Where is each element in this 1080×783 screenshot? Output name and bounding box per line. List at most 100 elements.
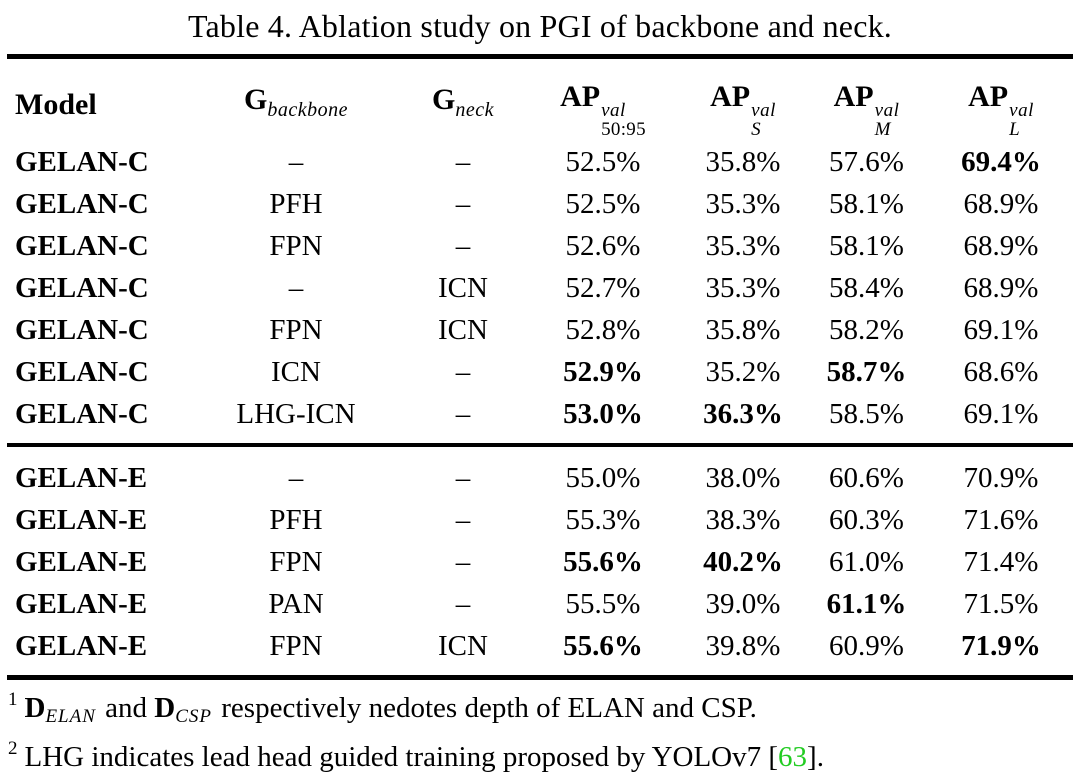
cell-ap-l: 68.6% [963, 356, 1039, 388]
cell-g-neck: ICN [438, 314, 488, 346]
cell-ap-s: 35.2% [705, 356, 781, 388]
cell-g-backbone: – [288, 272, 304, 304]
footnote-1: 1 DELAN and DCSP respectively nedotes dep… [8, 689, 757, 727]
cell-g-neck: ICN [438, 272, 488, 304]
cell-ap-m: 58.4% [829, 272, 904, 304]
table-header-row: Model Gbackbone Gneck AP val 50:95 AP val S … [7, 59, 1073, 139]
cell-ap-m: 58.2% [829, 314, 904, 346]
cell-ap-l: 69.1% [963, 314, 1039, 346]
math-d-csp: D [154, 692, 176, 724]
footnote-1-text: respectively nedotes depth of ELAN and C… [214, 692, 757, 724]
cell-ap-m: 58.1% [829, 230, 904, 262]
cell-model: GELAN-C [15, 272, 149, 304]
cell-g-neck: – [455, 504, 471, 536]
cell-ap-50-95: 55.0% [565, 462, 641, 494]
cell-g-neck: – [455, 356, 471, 388]
cell-ap-50-95: 52.5% [565, 188, 641, 220]
cell-ap-m: 58.7% [826, 356, 907, 388]
cell-g-neck: – [455, 546, 471, 578]
cell-ap-l: 68.9% [963, 272, 1039, 304]
cell-ap-l: 70.9% [963, 462, 1039, 494]
table-row: GELAN-C – ICN 52.7% 35.3% 58.4% 68.9% [7, 267, 1073, 309]
table-row: GELAN-E PAN – 55.5% 39.0% 61.1% 71.5% [7, 583, 1073, 625]
cell-ap-50-95: 55.3% [565, 504, 641, 536]
cell-ap-50-95: 55.6% [563, 630, 643, 662]
cell-model: GELAN-C [15, 356, 149, 388]
col-header-g-neck: Gneck [432, 83, 494, 121]
col-header-ap-m: AP val M [833, 80, 900, 140]
cell-model: GELAN-E [15, 546, 148, 578]
cell-g-neck: – [455, 188, 471, 220]
cell-model: GELAN-E [15, 588, 148, 620]
cell-ap-l: 71.6% [963, 504, 1039, 536]
cell-ap-m: 61.1% [826, 588, 907, 620]
cell-ap-s: 38.0% [705, 462, 781, 494]
ablation-table: Model Gbackbone Gneck AP val 50:95 AP val S … [0, 59, 1080, 443]
cell-g-backbone: FPN [269, 230, 323, 262]
table-row: GELAN-C ICN – 52.9% 35.2% 58.7% 68.6% [7, 351, 1073, 393]
cell-g-backbone: FPN [269, 314, 323, 346]
top-rule [7, 54, 1073, 59]
cell-g-backbone: FPN [269, 546, 323, 578]
cell-ap-50-95: 52.8% [565, 314, 641, 346]
cell-model: GELAN-E [15, 462, 148, 494]
cell-ap-l: 71.4% [963, 546, 1039, 578]
footnote-2: 2 LHG indicates lead head guided training… [8, 738, 824, 773]
cell-ap-l: 68.9% [963, 188, 1039, 220]
cell-ap-s: 35.8% [705, 314, 781, 346]
cell-g-neck: ICN [438, 630, 488, 662]
cell-model: GELAN-C [15, 398, 149, 430]
cell-ap-s: 35.3% [705, 272, 781, 304]
cell-g-neck: – [455, 398, 471, 430]
footnote-1-marker: 1 [8, 689, 18, 710]
cell-g-neck: – [455, 230, 471, 262]
cell-ap-50-95: 55.6% [563, 546, 643, 578]
cell-g-neck: – [455, 462, 471, 494]
cell-ap-l: 68.9% [963, 230, 1039, 262]
section-gelan-c: GELAN-C – – 52.5% 35.8% 57.6% 69.4% GELA… [7, 139, 1073, 443]
footnote-2-text: LHG indicates lead head guided training … [24, 741, 779, 773]
cell-model: GELAN-C [15, 188, 149, 220]
cell-ap-s: 39.0% [705, 588, 781, 620]
cell-model: GELAN-C [15, 146, 149, 178]
cell-model: GELAN-E [15, 630, 148, 662]
cell-g-backbone: – [288, 462, 304, 494]
cell-ap-50-95: 52.6% [565, 230, 641, 262]
cell-g-backbone: PFH [269, 504, 323, 536]
citation-link-63[interactable]: 63 [778, 741, 808, 773]
cell-ap-m: 61.0% [829, 546, 904, 578]
cell-g-neck: – [455, 588, 471, 620]
table-row: GELAN-E – – 55.0% 38.0% 60.6% 70.9% [7, 457, 1073, 499]
footnotes: 1 DELAN and DCSP respectively nedotes dep… [0, 680, 1080, 777]
cell-ap-s: 35.3% [705, 230, 781, 262]
table-row: GELAN-C LHG-ICN – 53.0% 36.3% 58.5% 69.1… [7, 393, 1073, 435]
cell-ap-50-95: 52.7% [565, 272, 641, 304]
cell-ap-50-95: 55.5% [565, 588, 641, 620]
footnote-2-marker: 2 [8, 738, 18, 759]
cell-ap-s: 38.3% [705, 504, 781, 536]
cell-g-backbone: – [288, 146, 304, 178]
cell-ap-l: 69.1% [963, 398, 1039, 430]
cell-ap-s: 35.3% [705, 188, 781, 220]
cell-ap-50-95: 53.0% [563, 398, 643, 430]
cell-ap-s: 36.3% [703, 398, 783, 430]
cell-g-neck: – [455, 146, 471, 178]
table-row: GELAN-C FPN ICN 52.8% 35.8% 58.2% 69.1% [7, 309, 1073, 351]
table-row: GELAN-C FPN – 52.6% 35.3% 58.1% 68.9% [7, 225, 1073, 267]
section-gelan-e: GELAN-E – – 55.0% 38.0% 60.6% 70.9% GELA… [7, 447, 1073, 675]
col-header-ap-50-95: AP val 50:95 [560, 80, 646, 140]
cell-model: GELAN-E [15, 504, 148, 536]
cell-ap-s: 39.8% [705, 630, 781, 662]
cell-ap-m: 57.6% [829, 146, 904, 178]
cell-model: GELAN-C [15, 314, 149, 346]
cell-ap-s: 35.8% [705, 146, 781, 178]
cell-ap-m: 60.6% [829, 462, 904, 494]
cell-ap-l: 71.9% [961, 630, 1041, 662]
bottom-rule [7, 675, 1073, 680]
cell-ap-m: 58.5% [829, 398, 904, 430]
mid-rule [7, 443, 1073, 447]
cell-ap-50-95: 52.9% [563, 356, 643, 388]
cell-ap-s: 40.2% [703, 546, 783, 578]
math-d-elan: D [24, 692, 46, 724]
